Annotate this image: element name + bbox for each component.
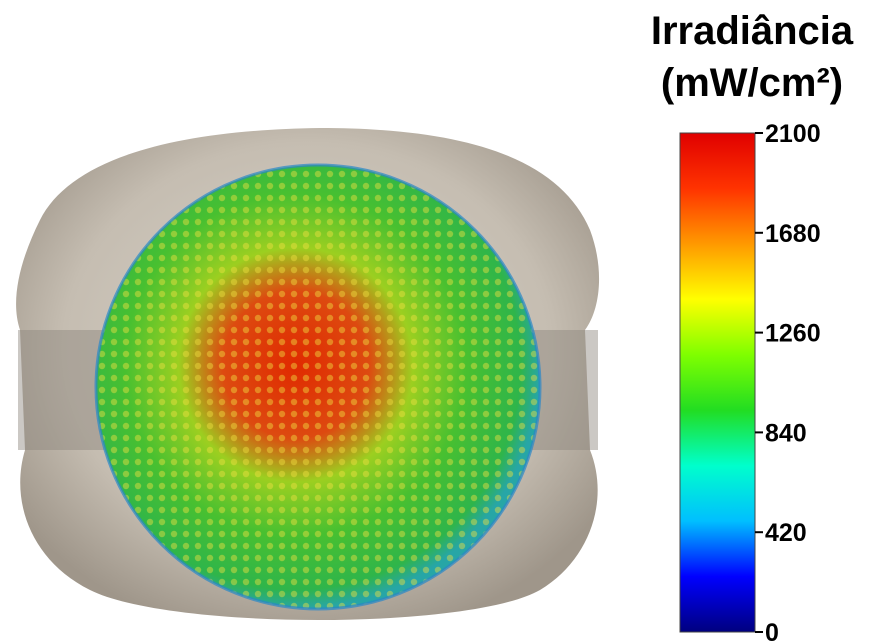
tick-label: 2100 (765, 120, 821, 148)
tick-label: 420 (765, 519, 807, 547)
tick-label: 0 (765, 619, 779, 643)
colorbar (680, 133, 755, 632)
irradiance-map (96, 165, 540, 609)
title: Irradiância (651, 9, 854, 53)
tick-label: 1680 (765, 220, 821, 248)
tick-label: 1260 (765, 320, 821, 348)
subtitle: (mW/cm²) (661, 61, 843, 105)
tick-label: 840 (765, 419, 807, 447)
chart: Irradiância (mW/cm²) 0 420 840 1260 1680 2100 (0, 0, 876, 643)
